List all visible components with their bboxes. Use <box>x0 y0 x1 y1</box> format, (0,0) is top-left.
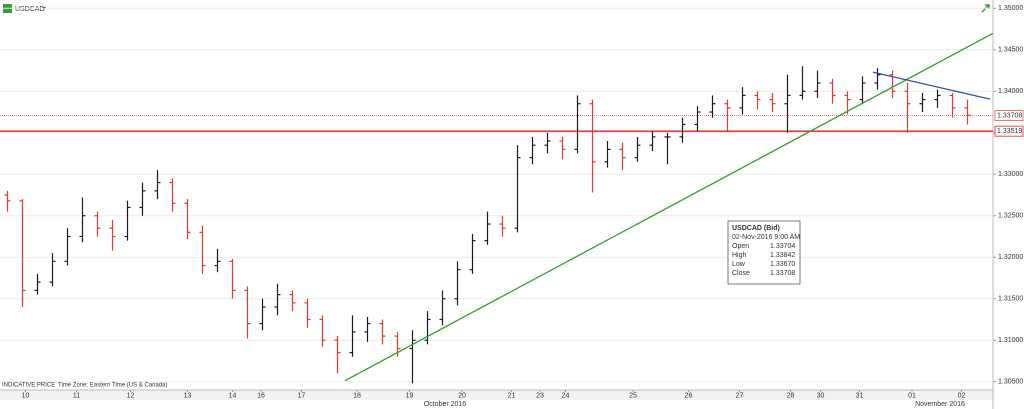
x-tick-label: 24 <box>562 392 570 399</box>
x-tick-label: 26 <box>685 392 693 399</box>
info-value: 1.33704 <box>770 243 795 250</box>
footer-label: Time Zone: Eastern Time (US & Canada) <box>58 383 168 389</box>
x-tick-label: 16 <box>257 392 265 399</box>
x-tick-label: 25 <box>629 392 637 399</box>
info-label: Close <box>732 270 750 277</box>
trend-line <box>872 71 991 100</box>
info-title: USDCAD (Bid) <box>732 225 780 232</box>
x-tick-label: 31 <box>856 392 864 399</box>
y-tick-label: 1.34000 <box>998 88 1023 95</box>
x-axis-strip <box>0 390 993 400</box>
x-tick-label: 23 <box>536 392 544 399</box>
price-tag <box>994 110 1024 121</box>
symbol-label[interactable]: USDCAD <box>15 6 45 13</box>
info-date: 02-Nov-2016 9:00 AM <box>732 234 800 241</box>
y-tick-label: 1.32500 <box>998 213 1023 220</box>
info-value: 1.33670 <box>770 261 795 268</box>
price-tag <box>994 125 1024 137</box>
x-tick-label: 20 <box>458 392 466 399</box>
x-tick-label: 19 <box>406 392 414 399</box>
x-tick-label: 12 <box>127 392 135 399</box>
y-tick-label: 1.35000 <box>998 5 1023 12</box>
info-box-frame <box>727 220 801 285</box>
x-tick-label: 21 <box>508 392 516 399</box>
trend-line <box>344 32 994 382</box>
x-tick-label: 01 <box>908 392 916 399</box>
x-tick-label: 14 <box>229 392 237 399</box>
month-label: October 2016 <box>424 401 467 408</box>
x-tick-label: 28 <box>787 392 795 399</box>
x-tick-label: 10 <box>22 392 30 399</box>
y-tick-label: 1.33000 <box>998 171 1023 178</box>
info-label: High <box>732 252 747 259</box>
y-tick-label: 1.30500 <box>998 379 1023 386</box>
y-tick-label: 1.34500 <box>998 47 1023 54</box>
info-value: 1.33708 <box>770 270 795 277</box>
y-tick-label: 1.31500 <box>998 296 1023 303</box>
x-tick-label: 27 <box>736 392 744 399</box>
y-tick-label: 1.32000 <box>998 254 1023 261</box>
price-tag-label: 1.33519 <box>997 128 1022 135</box>
info-label: Open <box>732 243 749 250</box>
month-label: November 2016 <box>915 401 965 408</box>
info-label: Low <box>732 261 746 268</box>
x-tick-label: 11 <box>73 392 80 399</box>
price-tag-label: 1.33708 <box>997 112 1022 119</box>
info-box: USDCAD (Bid) 02-Nov-2016 9:00 AM Open 1.337… <box>727 220 801 285</box>
x-tick-label: 18 <box>353 392 361 399</box>
x-tick-label: 02 <box>958 392 966 399</box>
y-tick-label: 1.31000 <box>998 337 1023 344</box>
info-value: 1.33842 <box>770 252 795 259</box>
x-tick-label: 17 <box>298 392 306 399</box>
x-tick-label: 30 <box>817 392 825 399</box>
footer-label: INDICATIVE PRICE <box>2 383 55 389</box>
x-tick-label: 13 <box>184 392 192 399</box>
